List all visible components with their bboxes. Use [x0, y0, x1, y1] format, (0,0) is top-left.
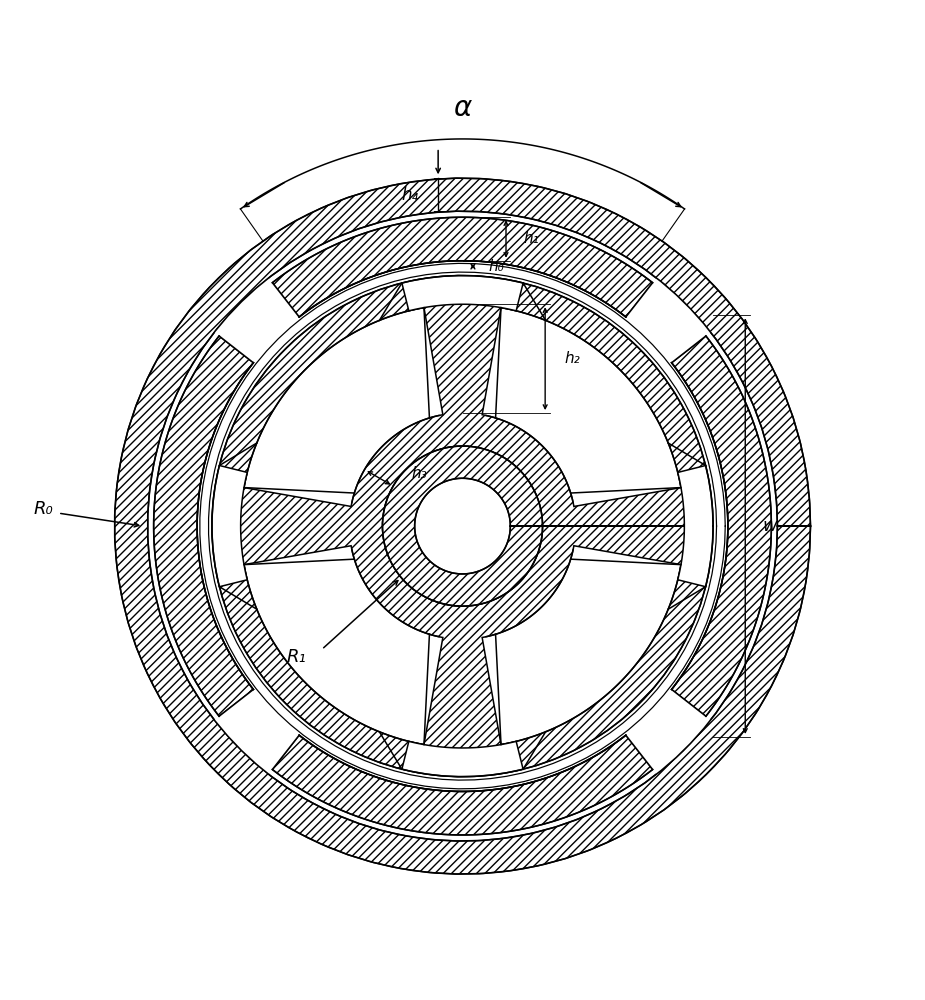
Polygon shape: [200, 263, 725, 789]
Polygon shape: [678, 465, 713, 587]
Text: w: w: [762, 517, 777, 535]
Polygon shape: [482, 308, 681, 506]
Text: h₄: h₄: [401, 186, 419, 204]
Polygon shape: [383, 446, 543, 606]
Polygon shape: [212, 465, 247, 587]
Polygon shape: [401, 276, 524, 311]
Polygon shape: [244, 546, 443, 745]
Polygon shape: [115, 178, 810, 874]
Polygon shape: [653, 278, 710, 336]
Polygon shape: [219, 283, 299, 363]
Polygon shape: [653, 716, 710, 774]
Circle shape: [71, 135, 854, 918]
Polygon shape: [219, 689, 299, 769]
Text: R₁: R₁: [286, 648, 306, 666]
Text: α: α: [453, 94, 472, 122]
Polygon shape: [626, 689, 706, 769]
Polygon shape: [672, 336, 771, 716]
Text: h₁: h₁: [524, 231, 539, 246]
Polygon shape: [244, 308, 443, 506]
Polygon shape: [401, 741, 524, 777]
Polygon shape: [272, 217, 653, 317]
Polygon shape: [272, 735, 653, 835]
Polygon shape: [212, 276, 713, 777]
Polygon shape: [626, 283, 706, 363]
Polygon shape: [215, 278, 272, 336]
Polygon shape: [482, 546, 681, 745]
Text: h₂: h₂: [564, 351, 580, 366]
Text: h₃: h₃: [411, 466, 426, 481]
Polygon shape: [215, 716, 272, 774]
Polygon shape: [154, 336, 253, 716]
Text: R₀: R₀: [34, 500, 54, 518]
Text: h₀: h₀: [488, 259, 504, 274]
